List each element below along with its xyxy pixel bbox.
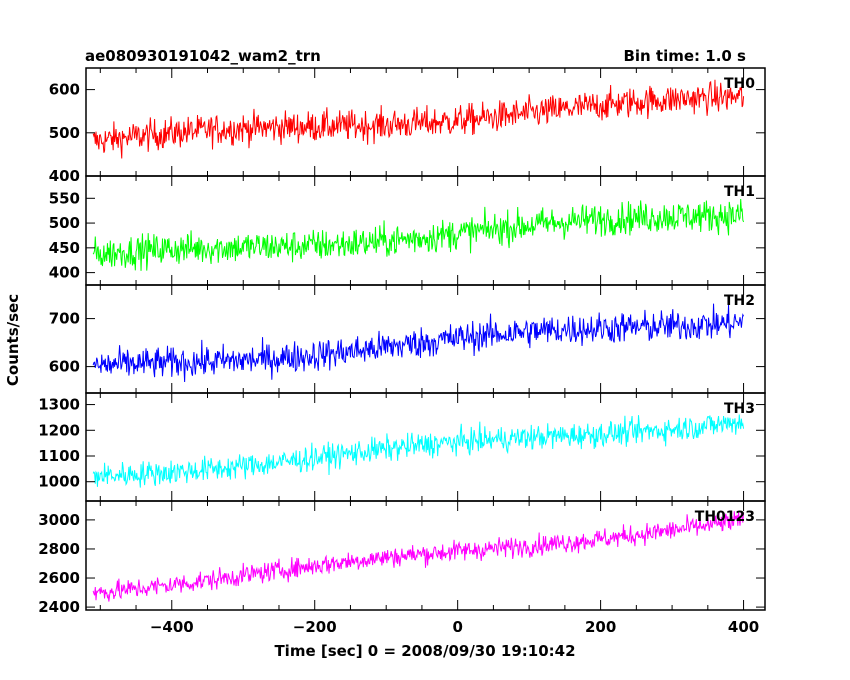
chart-title: ae080930191042_wam2_trn xyxy=(85,47,321,65)
panel-label: TH1 xyxy=(724,184,755,200)
panel-frame xyxy=(85,175,766,286)
y-tick-label: 1200 xyxy=(38,421,80,439)
y-tick-label: 2400 xyxy=(38,598,80,616)
y-tick-label: 600 xyxy=(49,358,80,376)
y-tick-label: 450 xyxy=(49,239,80,257)
x-tick-label: −400 xyxy=(150,618,194,636)
y-tick-label: 1100 xyxy=(38,447,80,465)
series-line-th0123 xyxy=(92,511,745,602)
panel-th2: 600 700 TH2 xyxy=(49,284,766,394)
panel-frame xyxy=(85,500,766,611)
panel-th3: 1000 1100 1200 1300 TH3 xyxy=(38,392,766,502)
x-axis-label: Time [sec] 0 = 2008/09/30 19:10:42 xyxy=(274,642,575,660)
y-tick-label: 500 xyxy=(49,214,80,232)
series-line-th2 xyxy=(92,303,745,383)
y-tick-label: 550 xyxy=(49,189,80,207)
bin-time-label: Bin time: 1.0 s xyxy=(623,47,746,65)
y-tick-label: 3000 xyxy=(38,511,80,529)
panel-label: TH3 xyxy=(724,401,755,417)
y-tick-label: 700 xyxy=(49,310,80,328)
panel-th0123: 2400 2600 2800 3000 TH0123 xyxy=(38,500,766,616)
series-line-th3 xyxy=(92,414,745,488)
y-tick-label: 2800 xyxy=(38,540,80,558)
y-tick-label: 500 xyxy=(49,124,80,142)
panel-th0: 400 500 600 TH0 xyxy=(49,67,766,185)
series-line-th0 xyxy=(92,79,745,159)
panels-group: 400 500 600 TH0 400 450 500 550 TH1 600 700 TH2 1000… xyxy=(38,67,766,636)
x-tick-label: 200 xyxy=(585,618,616,636)
panel-th1: 400 450 500 550 TH1 xyxy=(49,175,766,286)
y-tick-label: 400 xyxy=(49,167,80,185)
y-tick-label: 400 xyxy=(49,264,80,282)
x-tick-label: −200 xyxy=(293,618,337,636)
panel-label: TH0 xyxy=(724,76,755,92)
series-line-th1 xyxy=(92,199,745,271)
y-tick-label: 1000 xyxy=(38,473,80,491)
x-tick-label: 400 xyxy=(728,618,759,636)
panel-label: TH2 xyxy=(724,293,755,309)
y-tick-label: 2600 xyxy=(38,569,80,587)
x-tick-label: 0 xyxy=(452,618,462,636)
y-axis-label: Counts/sec xyxy=(4,294,22,386)
panel-label: TH0123 xyxy=(695,509,755,525)
y-tick-label: 1300 xyxy=(38,396,80,414)
y-tick-label: 600 xyxy=(49,81,80,99)
